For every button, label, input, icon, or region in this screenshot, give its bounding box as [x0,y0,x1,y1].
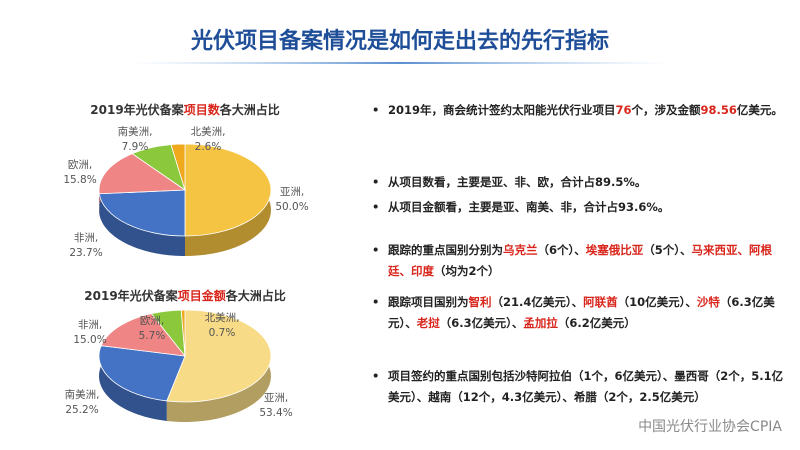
highlight-text: 98.56 [700,103,737,117]
chart-title-part: 项目数 [184,102,221,117]
bullet-marker: • [372,175,380,189]
slice-value-label: 23.7% [69,247,102,259]
slice-category-label: 欧洲, [68,159,92,171]
bullet-text: （6.3亿美元）、 [439,316,524,330]
highlight-text: 马来西亚、阿根廷、印度 [388,243,773,278]
bullet-text: 2019年，商会统计签约太阳能光伏行业项目 [388,103,616,117]
chart-title-part: 各大洲占比 [219,102,280,117]
bullet-text: 个，涉及金额 [631,103,701,117]
slice-category-label: 亚洲, [264,392,288,404]
highlight-text: 沙特 [696,295,720,309]
bullet-text: 跟踪项目国别为 [388,295,469,309]
slice-category-label: 南美洲, [65,388,100,401]
slice-value-label: 5.7% [139,330,166,342]
slice-category-label: 南美洲, [118,125,153,138]
pie-slice [184,143,272,237]
highlight-text: 孟加拉 [523,316,558,330]
highlight-text: 76 [615,103,632,117]
pie-slice-side [99,345,167,421]
bullet-item: • 从项目数看，主要是亚、非、欧，合计占89.5%。 [372,172,788,193]
bullet-marker: • [372,295,380,309]
slice-value-label: 15.0% [73,334,106,346]
highlight-text: 阿联酋 [583,295,618,309]
slice-category-label: 欧洲, [140,315,164,327]
pie-slice [100,313,186,357]
highlight-text: 乌克兰 [503,243,538,257]
slice-value-label: 0.7% [209,327,236,339]
bullet-text: 从项目金额看，主要是亚、南美、非，合计占93.6%。 [388,200,670,214]
pie-slice [170,143,186,191]
title-rule [130,62,670,64]
bullet-item: • 跟踪的重点国别分别为乌克兰（6个）、埃塞俄比亚（5个）、马来西亚、阿根廷、印度… [372,240,788,282]
pie-slice-side [99,193,185,256]
slice-value-label: 15.8% [63,174,96,186]
chart-title-part: 各大洲占比 [225,288,286,303]
pie-slice [98,189,186,237]
slice-value-label: 2.6% [195,141,222,153]
bullet-marker: • [372,243,380,257]
bullet-item: • 从项目金额看，主要是亚、南美、非，合计占93.6%。 [372,197,788,218]
bullet-text: （均为2个） [434,264,500,278]
bullet-text: （6.3亿美元）、 [388,295,775,330]
chart-title: 2019年光伏备案项目金额各大洲占比 [84,288,285,303]
bullet-marker: • [372,200,380,214]
slice-category-label: 北美洲, [191,125,226,138]
bullet-text: 项目签约的重点国别包括沙特阿拉伯（1个，6亿美元）、墨西哥（2个，5.1亿美元）… [388,369,784,404]
pie-slice [98,345,186,402]
bullet-item: • 项目签约的重点国别包括沙特阿拉伯（1个，6亿美元）、墨西哥（2个，5.1亿美元… [372,366,788,408]
pie-slice [180,309,186,357]
bullet-text: （21.4亿美元）、 [491,295,584,309]
slice-value-label: 7.9% [122,141,149,153]
bullet-item: • 跟踪项目国别为智利（21.4亿美元）、阿联酋（10亿美元）、沙特 （6.3亿美元… [372,292,788,334]
chart-title-part: 项目金额 [178,288,226,303]
bullet-text: （10亿美元）、 [617,295,697,309]
chart-title-part: 2019年光伏备案 [84,288,178,303]
highlight-text: 埃塞俄比亚 [585,243,644,257]
slide-title: 光伏项目备案情况是如何走出去的先行指标 [190,28,609,54]
bullet-marker: • [372,103,380,117]
slice-category-label: 非洲, [74,232,98,244]
bullet-text: 跟踪的重点国别分别为 [388,243,503,257]
pie-slice [166,309,272,403]
slice-value-label: 25.2% [65,404,98,416]
chart-title-part: 2019年光伏备案 [90,102,184,117]
slice-category-label: 非洲, [78,319,102,331]
bullet-item: • 2019年，商会统计签约太阳能光伏行业项目76个，涉及金额98.56亿美元。 [372,100,788,121]
watermark: 中国光伏行业协会CPIA [638,419,782,435]
slice-category-label: 亚洲, [280,186,304,198]
slice-value-label: 50.0% [275,201,308,213]
slice-value-label: 53.4% [259,407,292,419]
highlight-text: 老挝 [416,316,440,330]
slice-category-label: 北美洲, [205,311,240,324]
bullet-text: （6个）、 [537,243,586,257]
bullet-text: （6.2亿美元） [557,316,636,330]
pie-slice [98,153,187,195]
bullet-marker: • [372,369,380,383]
bullet-text: 从项目数看，主要是亚、非、欧，合计占89.5%。 [388,175,647,189]
bullet-text: （5个）、 [643,243,692,257]
bullet-text: 亿美元。 [736,103,783,117]
chart-title: 2019年光伏备案项目数各大洲占比 [90,102,279,117]
highlight-text: 智利 [468,295,492,309]
